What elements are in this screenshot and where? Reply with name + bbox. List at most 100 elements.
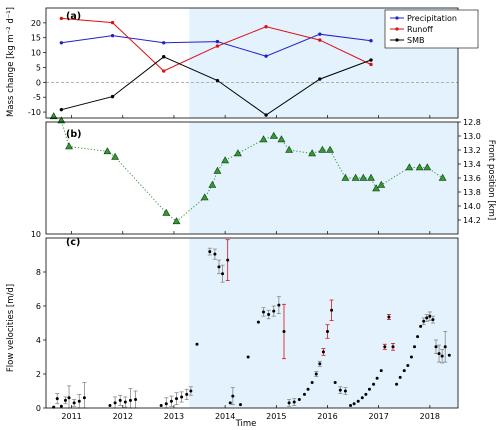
velocity-point (422, 319, 426, 323)
velocity-point (360, 396, 364, 400)
ytick-label-a: -10 (28, 108, 41, 117)
velocity-point (412, 345, 416, 349)
velocity-point (419, 324, 423, 328)
velocity-point (159, 403, 163, 407)
front-position-marker (208, 180, 217, 188)
velocity-point (402, 369, 406, 373)
front-position-marker (172, 217, 181, 225)
point-runoff (318, 38, 322, 42)
front-position-marker (359, 173, 368, 181)
point-precipitation (110, 33, 115, 38)
front-position-marker (57, 116, 66, 124)
panel-c-marks (52, 239, 451, 409)
legend-marker-runoff (395, 27, 399, 31)
front-position-marker (200, 193, 209, 201)
legend-marker-smb (395, 38, 399, 42)
velocity-point (367, 387, 371, 391)
front-position-marker (49, 112, 58, 120)
velocity-point (440, 354, 444, 358)
legend-label-precipitation: Precipitation (407, 14, 457, 23)
velocity-point (425, 316, 429, 320)
ytick-label-b: 13.0 (463, 132, 481, 141)
shaded-region-b (189, 122, 458, 234)
point-precipitation (215, 39, 220, 44)
velocity-point (77, 399, 81, 403)
velocity-point (352, 402, 356, 406)
front-position-marker (308, 149, 317, 157)
velocity-point (246, 355, 250, 359)
velocity-point (447, 353, 451, 357)
velocity-point (364, 392, 368, 396)
velocity-point (231, 394, 235, 398)
panel-c-frame (45, 237, 459, 409)
velocity-point (383, 345, 387, 349)
front-position-marker (234, 149, 242, 157)
front-position-marker (351, 173, 360, 181)
ytick-label-c: 2 (36, 370, 41, 379)
x-axis-label: Time (235, 419, 257, 429)
velocity-point (180, 395, 184, 399)
velocity-point (221, 272, 225, 276)
ytick-label-a: 0 (36, 78, 41, 87)
velocity-point (398, 375, 402, 379)
velocity-point (164, 402, 168, 406)
front-position-marker (341, 173, 350, 181)
velocity-point (217, 265, 221, 269)
legend-label-smb: SMB (407, 36, 424, 45)
velocity-point (272, 309, 276, 313)
front-position-marker (423, 163, 432, 171)
front-position-marker (318, 145, 327, 153)
ytick-label-a: -5 (33, 93, 41, 102)
front-position-marker (259, 135, 268, 143)
point-smb (318, 77, 322, 81)
xtick-label: 2012 (113, 412, 133, 421)
velocity-point (379, 369, 383, 373)
velocity-point (63, 398, 67, 402)
ytick-label-a: 15 (31, 34, 41, 43)
front-position-marker (213, 166, 222, 174)
velocity-point (338, 388, 342, 392)
ytick-label-b-left: 10 (31, 230, 41, 239)
ytick-label-b: 13.4 (463, 160, 481, 169)
front-position-marker (103, 147, 112, 155)
velocity-point (113, 401, 117, 405)
velocity-point (387, 315, 391, 319)
velocity-point (302, 392, 306, 396)
point-precipitation (264, 54, 268, 58)
velocity-point (287, 401, 291, 405)
velocity-point (82, 396, 86, 400)
shaded-region-c (189, 238, 458, 408)
velocity-point (409, 355, 413, 359)
velocity-point (333, 381, 337, 384)
front-position-marker (65, 142, 73, 150)
velocity-point (318, 362, 322, 366)
velocity-point (108, 403, 112, 407)
velocity-point (55, 397, 59, 401)
velocity-point (189, 389, 193, 393)
ytick-label-b: 13.6 (463, 174, 481, 183)
front-position-marker (438, 173, 447, 181)
xtick-label: 2016 (317, 412, 337, 421)
point-runoff (369, 62, 373, 67)
velocity-point (256, 320, 260, 324)
velocity-point (238, 403, 242, 407)
xtick-label: 2011 (61, 412, 81, 421)
point-runoff (162, 69, 166, 73)
xtick-label: 2018 (420, 412, 440, 421)
velocity-point (277, 303, 281, 307)
panel-b-marks (49, 112, 447, 225)
front-position-marker (372, 184, 381, 192)
velocity-point (292, 400, 296, 404)
ytick-label-a: 5 (36, 63, 41, 72)
point-runoff (215, 44, 220, 48)
panel-c-ylabel: Flow velocities [m/d] (6, 284, 16, 372)
panel-label-c: (c) (66, 237, 80, 248)
velocity-point (416, 335, 420, 339)
xtick-label: 2014 (215, 412, 235, 421)
front-position-marker (221, 156, 230, 164)
velocity-point (395, 382, 399, 386)
front-position-marker (285, 145, 294, 153)
front-position-marker (367, 173, 375, 181)
velocity-point (262, 310, 266, 314)
